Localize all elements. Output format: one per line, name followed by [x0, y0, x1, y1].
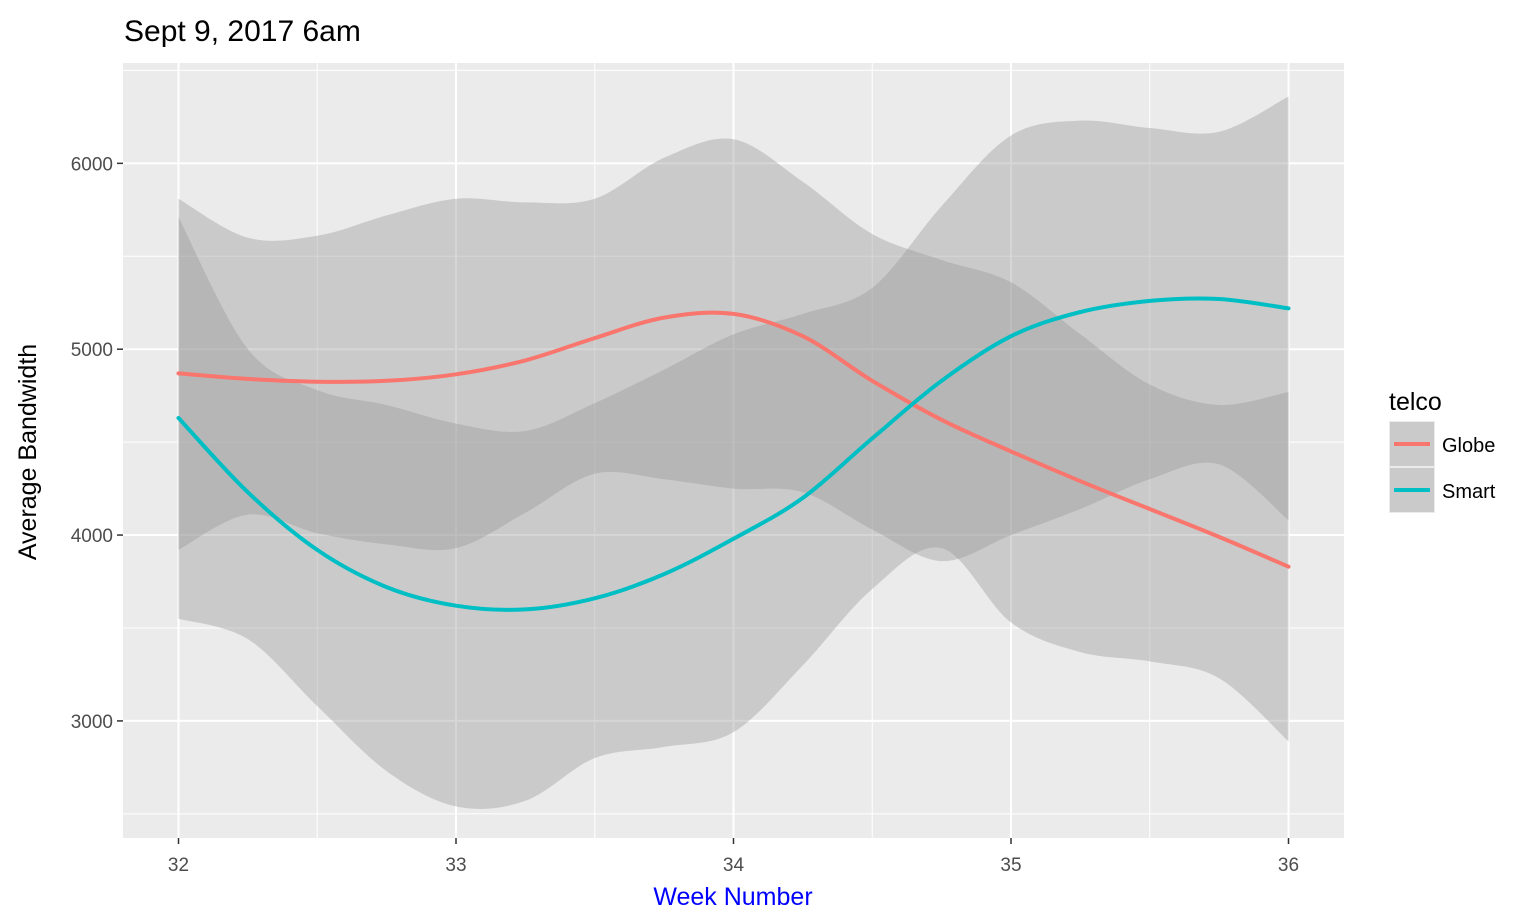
y-tick-label: 5000 [71, 340, 113, 361]
series-lines [176, 296, 1291, 612]
x-tick-label: 35 [1000, 855, 1021, 876]
line-globe [176, 310, 1291, 569]
legend-label-globe: Globe [1442, 435, 1495, 457]
x-axis-label: Week Number [653, 883, 812, 911]
line-smart [176, 296, 1291, 612]
x-tick-labels: 32 33 34 35 36 [168, 855, 1299, 876]
y-tick-labels: 3000 4000 5000 6000 [71, 154, 113, 733]
x-tick-label: 36 [1278, 855, 1299, 876]
y-tick-label: 3000 [71, 712, 113, 733]
y-tick-label: 6000 [71, 154, 113, 175]
confidence-ribbons [178, 96, 1289, 809]
legend: telco Globe Smart [1389, 388, 1496, 513]
ribbon-globe [178, 138, 1289, 562]
y-axis-label: Average Bandwidth [14, 344, 42, 560]
legend-label-smart: Smart [1442, 481, 1496, 503]
x-tick-label: 32 [168, 855, 189, 876]
x-tick-label: 34 [723, 855, 745, 876]
ribbon-smart [178, 96, 1289, 809]
x-tick-label: 33 [445, 855, 466, 876]
y-tick-label: 4000 [71, 526, 113, 547]
major-gridlines [123, 63, 1344, 838]
legend-title: telco [1389, 388, 1442, 416]
axis-ticks [117, 162, 1290, 844]
chart-title: Sept 9, 2017 6am [124, 15, 361, 48]
